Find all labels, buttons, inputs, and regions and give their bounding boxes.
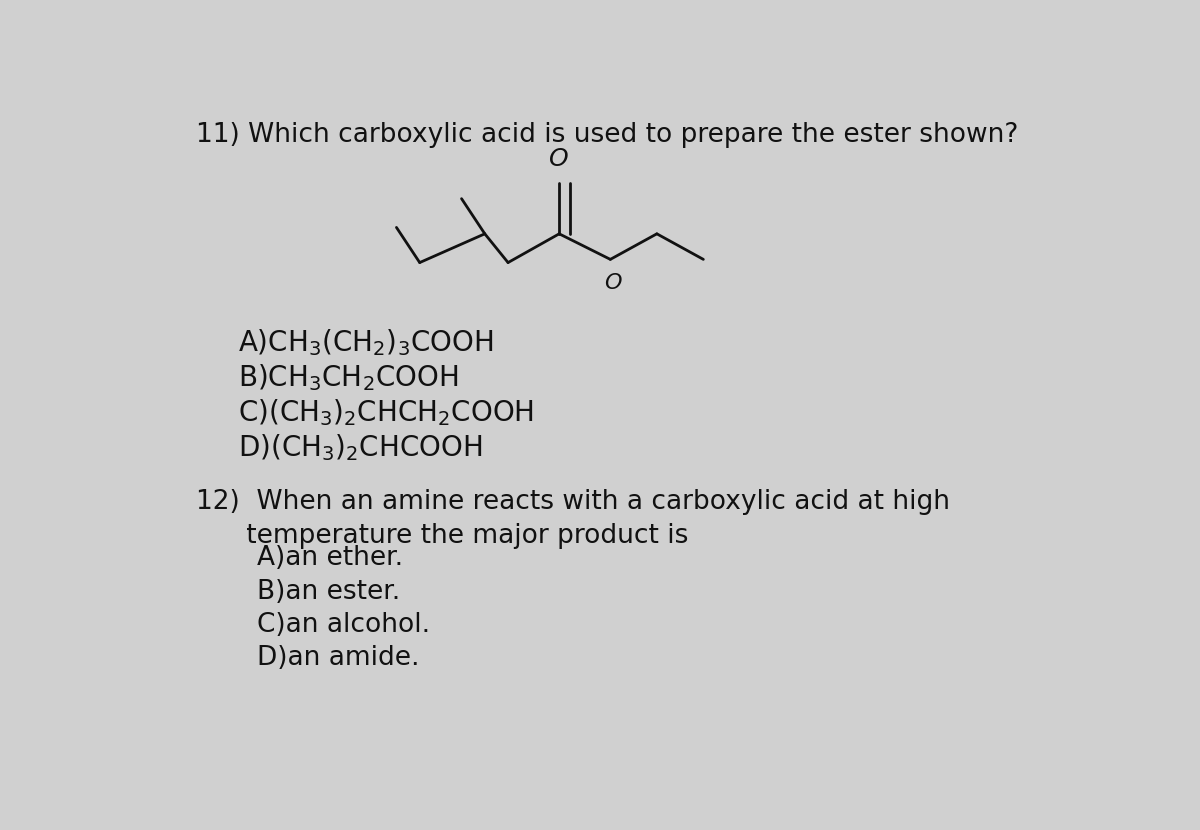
Text: C)(CH$_3$)$_2$CHCH$_2$COOH: C)(CH$_3$)$_2$CHCH$_2$COOH xyxy=(239,398,534,428)
Text: O: O xyxy=(550,147,569,171)
Text: D)an amide.: D)an amide. xyxy=(257,645,420,671)
Text: 12)  When an amine reacts with a carboxylic acid at high: 12) When an amine reacts with a carboxyl… xyxy=(197,490,950,515)
Text: D)(CH$_3$)$_2$CHCOOH: D)(CH$_3$)$_2$CHCOOH xyxy=(239,432,482,463)
Text: A)CH$_3$(CH$_2$)$_3$COOH: A)CH$_3$(CH$_2$)$_3$COOH xyxy=(239,327,494,358)
Text: C)an alcohol.: C)an alcohol. xyxy=(257,612,430,638)
Text: B)an ester.: B)an ester. xyxy=(257,579,401,605)
Text: temperature the major product is: temperature the major product is xyxy=(197,523,689,549)
Text: A)an ether.: A)an ether. xyxy=(257,545,403,572)
Text: 11) Which carboxylic acid is used to prepare the ester shown?: 11) Which carboxylic acid is used to pre… xyxy=(197,122,1019,148)
Text: B)CH$_3$CH$_2$COOH: B)CH$_3$CH$_2$COOH xyxy=(239,362,458,393)
Text: O: O xyxy=(605,273,622,294)
